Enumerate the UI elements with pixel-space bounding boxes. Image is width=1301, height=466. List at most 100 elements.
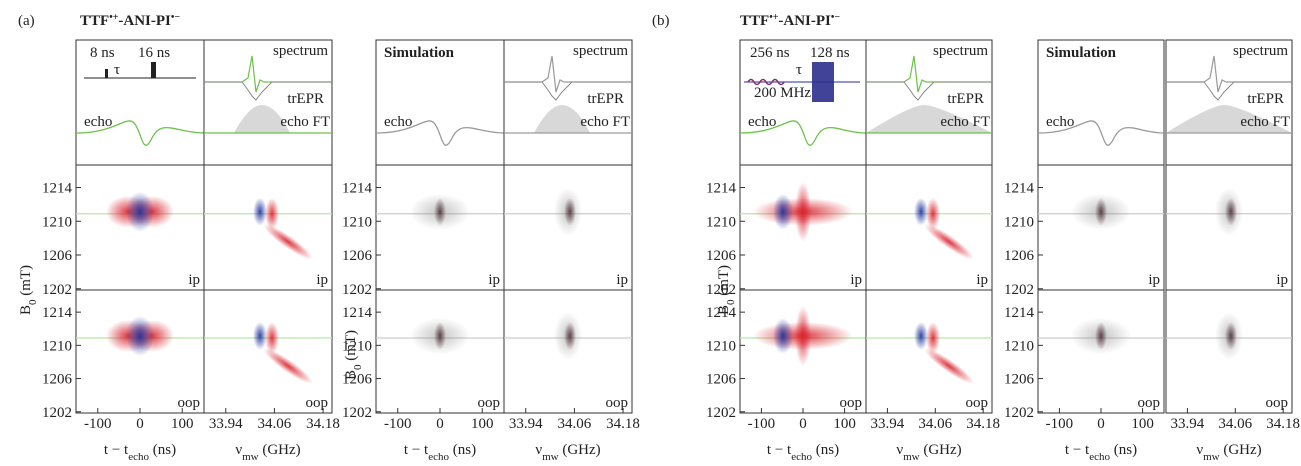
x-axis-title: νmw (GHz) [235,442,300,463]
x-axis-title-part: (GHz) [1220,442,1262,458]
trace-label: trEPR [287,91,324,107]
x-axis-title-part: mw [903,451,920,463]
panel-title-part: •+ [769,12,779,23]
y-tick-label: 1210 [1004,214,1034,230]
row-tag: oop [478,395,501,411]
spectrum-trace [504,55,632,93]
row-tag: ip [976,272,988,288]
plot-frame [865,289,993,414]
y-axis-title-part: (mT) [18,265,34,300]
spectrum-trace [204,55,332,93]
trace-label: echo [1046,114,1074,130]
row-tag: oop [1266,395,1289,411]
row-tag: ip [1276,272,1288,288]
x-axis-title-part: t − t [767,442,792,458]
heatmap-feature [434,197,446,226]
heatmap-feature [253,321,267,350]
row-tag: ip [850,272,862,288]
y-tick-label: 1214 [42,181,73,197]
pulse [105,69,108,78]
y-tick-label: 1210 [42,338,72,354]
y-tick-label: 1206 [1004,248,1035,264]
x-axis-title-part: echo [791,451,812,463]
heatmap-feature [265,321,279,354]
trepr-trace [204,81,332,101]
x-tick-label: 34.18 [606,416,640,432]
row-tag: oop [306,395,329,411]
heatmap-feature [253,197,267,226]
spectrum-trace [866,55,992,93]
trace-label: trEPR [587,91,624,107]
row-tag: ip [316,272,328,288]
y-tick-label: 1214 [706,181,737,197]
panel-title-part: •− [831,12,841,23]
y-axis-title-part: B [716,305,732,315]
y-tick-label: 1214 [342,181,373,197]
row-tag: ip [616,272,628,288]
trace-label: spectrum [273,43,328,59]
x-tick-label: 34.06 [1218,416,1252,432]
y-tick-label: 1202 [1004,405,1034,421]
x-axis-title-part: mw [1203,451,1220,463]
heatmap-feature [773,193,793,230]
y-axis-title: B0 (mT) [343,330,364,380]
trepr-trace [866,81,992,101]
heatmap-feature [564,321,576,350]
x-axis-title: νmw (GHz) [535,442,600,463]
trepr-trace [1166,81,1292,101]
chirp-pulse [747,78,785,86]
x-tick-label: 33.94 [509,416,543,432]
panel-label: (b) [652,13,670,29]
simulation-label: Simulation [1046,45,1117,61]
x-tick-label: 100 [833,416,856,432]
trace-label: trEPR [947,91,984,107]
echo-trace [739,120,867,146]
x-axis-title: νmw (GHz) [896,442,961,463]
x-tick-label: 34.06 [918,416,952,432]
heatmap-feature [795,181,811,242]
heatmap-feature [126,191,154,232]
x-tick-label: -100 [384,416,412,432]
row-tag: ip [188,272,200,288]
x-axis-title-part: ν [1196,442,1203,458]
y-tick-label: 1206 [706,372,737,388]
panel-title: TTF•+-ANI-PI•− [80,12,180,30]
trace-label: spectrum [573,43,628,59]
y-tick-label: 1206 [342,372,373,388]
y-tick-label: 1206 [42,248,73,264]
x-axis-title-part: mw [242,451,259,463]
heatmap-feature [265,197,279,230]
trace-label: echo [84,114,112,130]
x-axis-title: t − techo (ns) [104,442,176,463]
y-tick-label: 1202 [42,282,72,298]
y-tick-label: 1210 [342,338,372,354]
panel-label: (a) [18,13,35,29]
x-axis-title-part: mw [542,451,559,463]
x-axis-title-part: t − t [104,442,129,458]
y-tick-label: 1210 [706,338,736,354]
trace-label: echo FT [1240,114,1290,130]
x-axis-title-part: (ns) [449,442,476,458]
heatmap-feature [914,321,928,350]
row-tag: oop [1138,395,1161,411]
y-axis-title-part: (mT) [716,265,732,300]
y-axis-title-part: 0 [27,299,39,305]
trace-label: echo [384,114,412,130]
plot-frame [203,289,333,414]
x-axis-title-part: t − t [1065,442,1090,458]
x-axis-title-part: (ns) [149,442,176,458]
pulse-label: 16 ns [138,45,170,61]
y-tick-label: 1206 [1004,372,1035,388]
pulse [151,62,156,78]
y-axis-title-part: 0 [352,364,364,370]
y-axis-title: B0 (mT) [716,265,737,315]
spectrum-trace [1166,55,1292,93]
row-tag: oop [178,395,201,411]
y-tick-label: 1214 [1004,305,1035,321]
x-axis-title-part: echo [428,451,449,463]
panel-title-part: TTF [80,13,109,29]
x-tick-label: 0 [1097,416,1105,432]
echo-ft-fill [234,105,290,133]
x-tick-label: 100 [471,416,494,432]
y-axis-title-part: B [343,370,359,380]
